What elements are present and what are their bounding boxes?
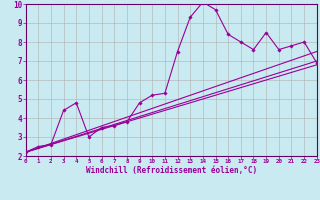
X-axis label: Windchill (Refroidissement éolien,°C): Windchill (Refroidissement éolien,°C) bbox=[86, 166, 257, 175]
